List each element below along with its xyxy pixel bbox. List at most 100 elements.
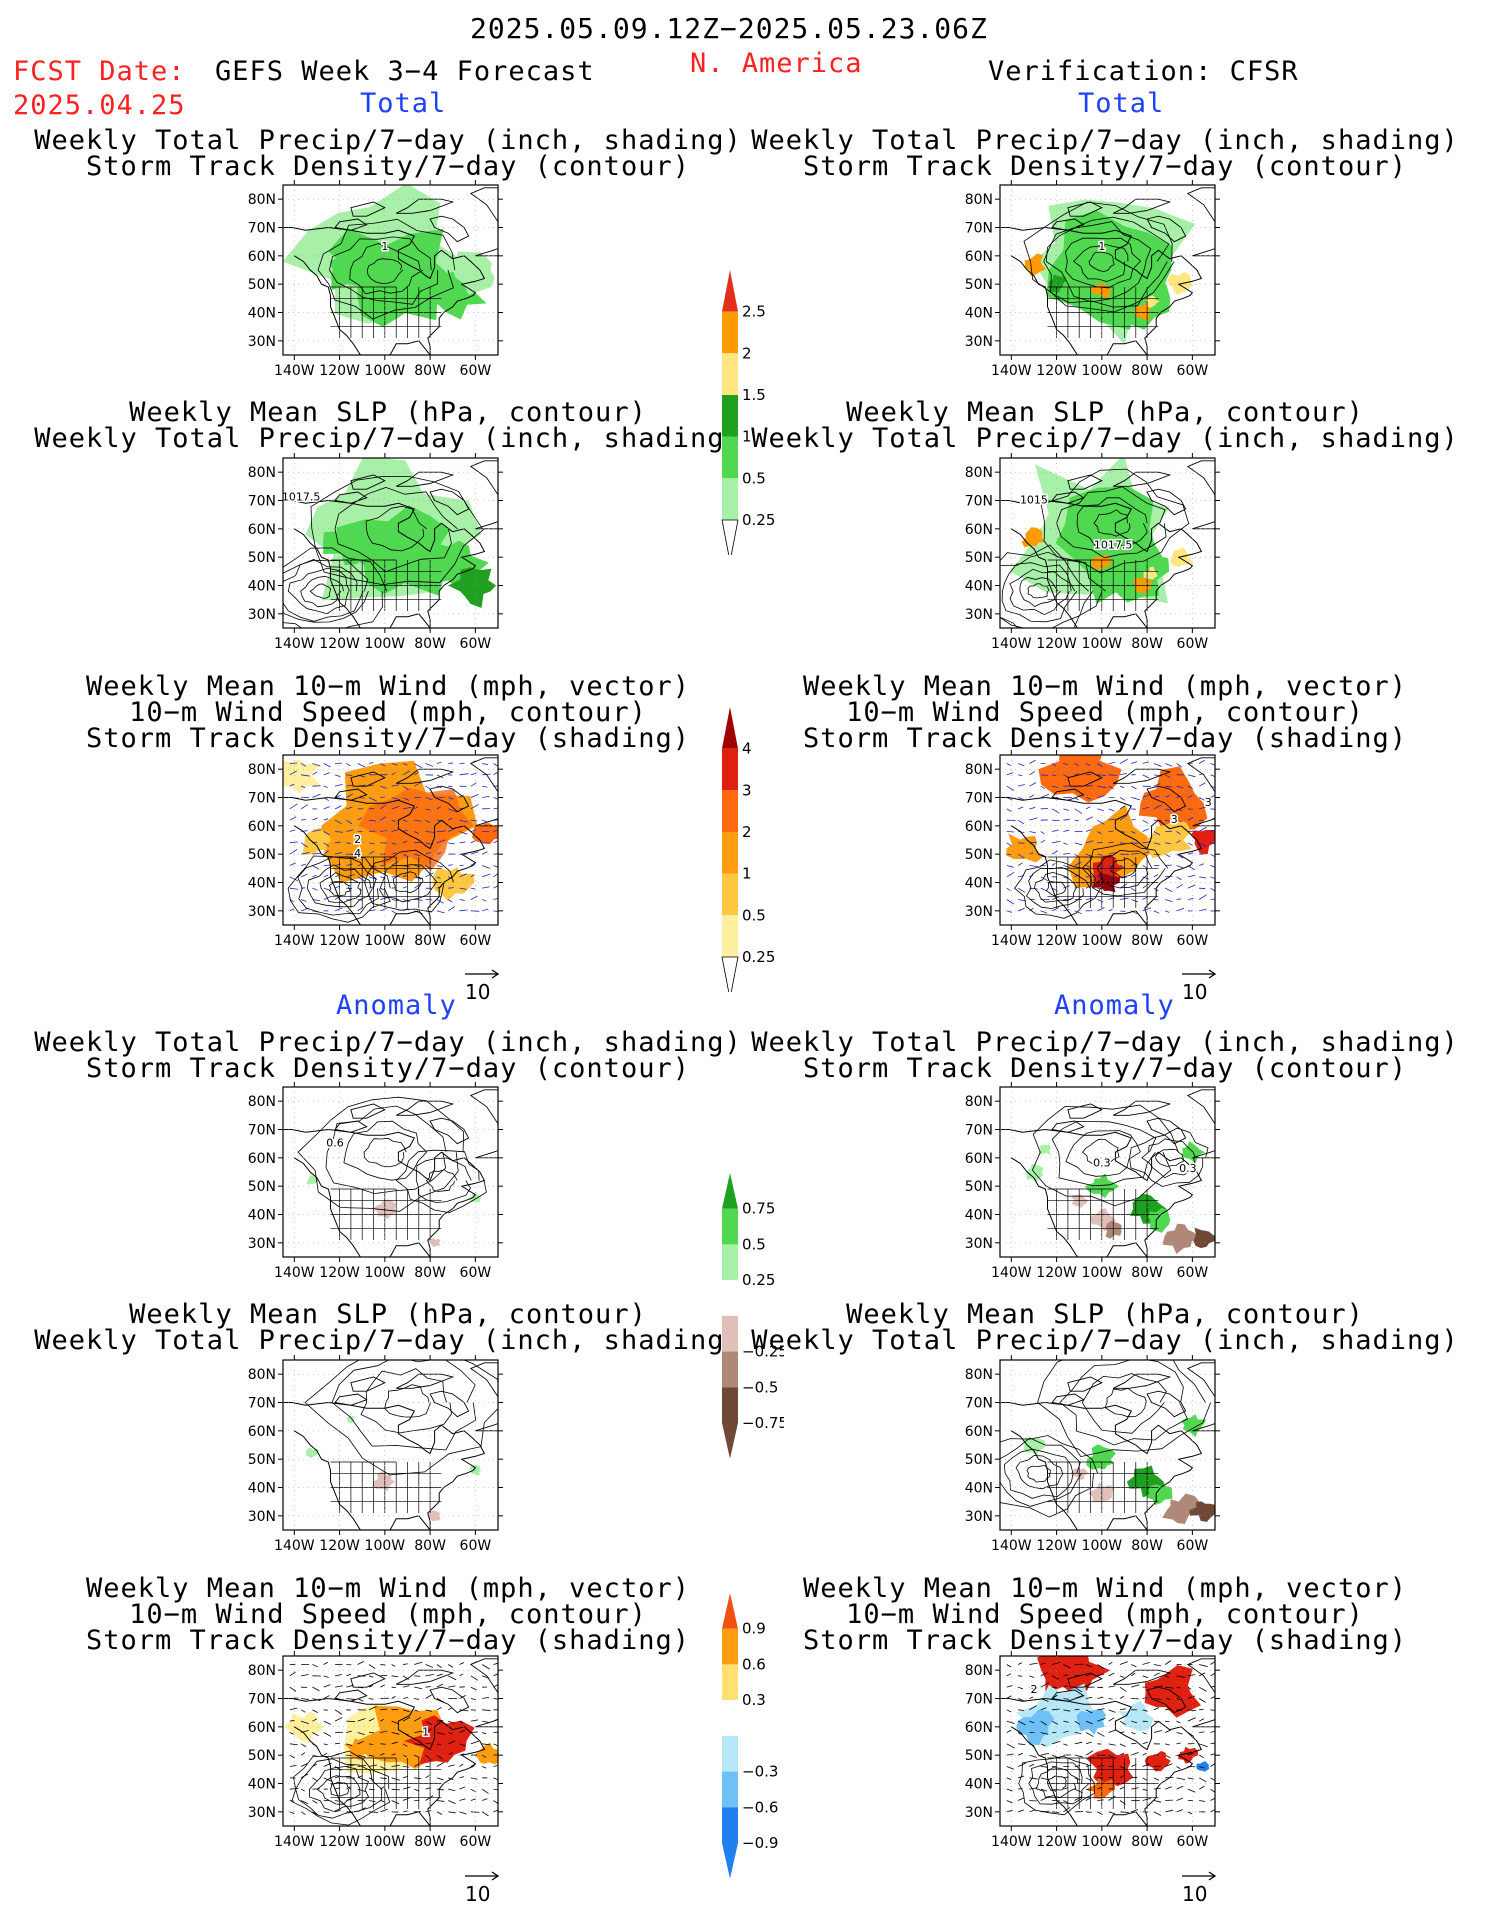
contour-line [287,567,350,615]
island-coastline [1146,488,1187,516]
coastline [283,1697,486,1826]
wind-vector [448,1800,456,1805]
map-layers: 2 [1000,1656,1215,1826]
map-frame: 1 80N 70N 60N 50N 40N 30N 140W 120W 100W 80W 60W [248,1651,503,1850]
island-coastline [1186,757,1215,827]
colorbar-segment [722,1664,738,1701]
lon-tick-label: 80W [1131,363,1163,379]
shading-region [422,540,489,591]
contour-label: 1 [422,1725,429,1738]
wind-vector [1199,1664,1208,1667]
shading-region [283,1711,324,1744]
map-frame: 80N 70N 60N 50N 40N 30N 140W 120W 100W 80W 60W [965,1355,1220,1554]
wind-vector [1119,797,1126,801]
wind-vector [1187,1811,1193,1815]
island-coastline [1146,1390,1187,1418]
wind-vector [289,1671,296,1677]
contour-line [300,575,344,608]
wind-vector [1097,907,1105,912]
vector-reference-value: 10 [465,980,491,1004]
colorbar-segment [722,1807,738,1843]
title-line: Weekly Mean SLP (hPa, contour) [846,397,1364,428]
wind-vector [1187,774,1196,778]
wind-vector [1040,853,1047,858]
shading-region [1148,1207,1171,1233]
fcst-date-label: FCST Date: [13,56,186,87]
wind-vector [1187,1695,1196,1699]
wind-vector [1199,908,1207,912]
wind-vector [1074,1754,1083,1758]
wind-vector [448,1685,456,1688]
wind-vector [402,1716,411,1722]
map-border [999,457,1216,629]
wind-vector [482,873,491,878]
wind-vector [414,763,423,769]
lat-tick-label: 80N [965,1094,993,1110]
wind-vector [1029,1686,1037,1691]
wind-vector [493,1662,498,1665]
lat-tick-label: 70N [965,791,993,807]
wind-vector [1176,853,1184,859]
wind-vector [289,1732,294,1735]
wind-vector [300,1763,308,1767]
wind-vector [1097,774,1106,776]
lon-tick-label: 100W [1082,363,1123,379]
lat-tick-label: 40N [248,876,276,892]
wind-vector [1006,1766,1014,1770]
colorbar-label: 0.25 [742,948,775,966]
wind-vector [1018,1743,1026,1745]
wind-vector [1097,1811,1103,1815]
wind-vector [1108,1672,1115,1677]
wind-vector [1153,1730,1163,1733]
lat-tick-label: 30N [965,1509,993,1525]
island-coastline [1186,460,1215,530]
wind-vector [346,829,354,832]
wind-vector [1006,1753,1014,1756]
panel-title-total-fcst-slp: Weekly Mean SLP (hPa, contour) Weekly To… [34,399,742,454]
lon-tick-label: 140W [274,636,315,652]
shading-region [469,1464,482,1476]
wind-vector [1119,814,1128,821]
wind-vector [402,840,408,844]
wind-vector [481,851,488,855]
map-layers: 1 [283,1656,498,1826]
colorbar-label: 0.5 [742,1235,766,1253]
wind-vector [323,1811,330,1814]
wind-vector [1063,1800,1069,1804]
wind-vector [493,865,498,868]
wind-vector [493,797,498,800]
wind-vector [459,1720,464,1724]
wind-vector [334,907,343,912]
wind-vector [1165,842,1171,844]
lat-tick-label: 40N [965,579,993,595]
wind-vector [1017,1797,1025,1801]
wind-vector [312,763,321,767]
lon-tick-label: 60W [460,1538,492,1554]
wind-vector [1165,1698,1171,1700]
lat-tick-label: 40N [965,876,993,892]
contour-line [329,1781,351,1797]
wind-vector [459,873,467,878]
island-coastline [469,1658,498,1728]
wind-vector [1142,794,1151,798]
colorbar-label: 2.5 [742,303,766,321]
wind-vector [1210,1709,1215,1711]
contour-line [1033,871,1078,903]
wind-vector [1165,910,1170,913]
wind-vector [414,1743,423,1746]
lon-tick-label: 80W [1131,1538,1163,1554]
lat-tick-label: 70N [965,1123,993,1139]
wind-vector [1063,774,1070,778]
colorbar-segment [722,1280,738,1316]
shading-region [1162,1223,1201,1254]
wind-vector [1119,805,1126,810]
wind-vector [448,1707,453,1711]
wind-vector [482,899,487,902]
wind-vector [1210,1661,1215,1665]
title-line: Weekly Total Precip/7−day (inch, shading… [34,423,742,454]
wind-vector [1085,897,1093,900]
wind-vector [425,831,435,833]
wind-vector [1165,853,1171,858]
lat-tick-label: 80N [248,465,276,481]
